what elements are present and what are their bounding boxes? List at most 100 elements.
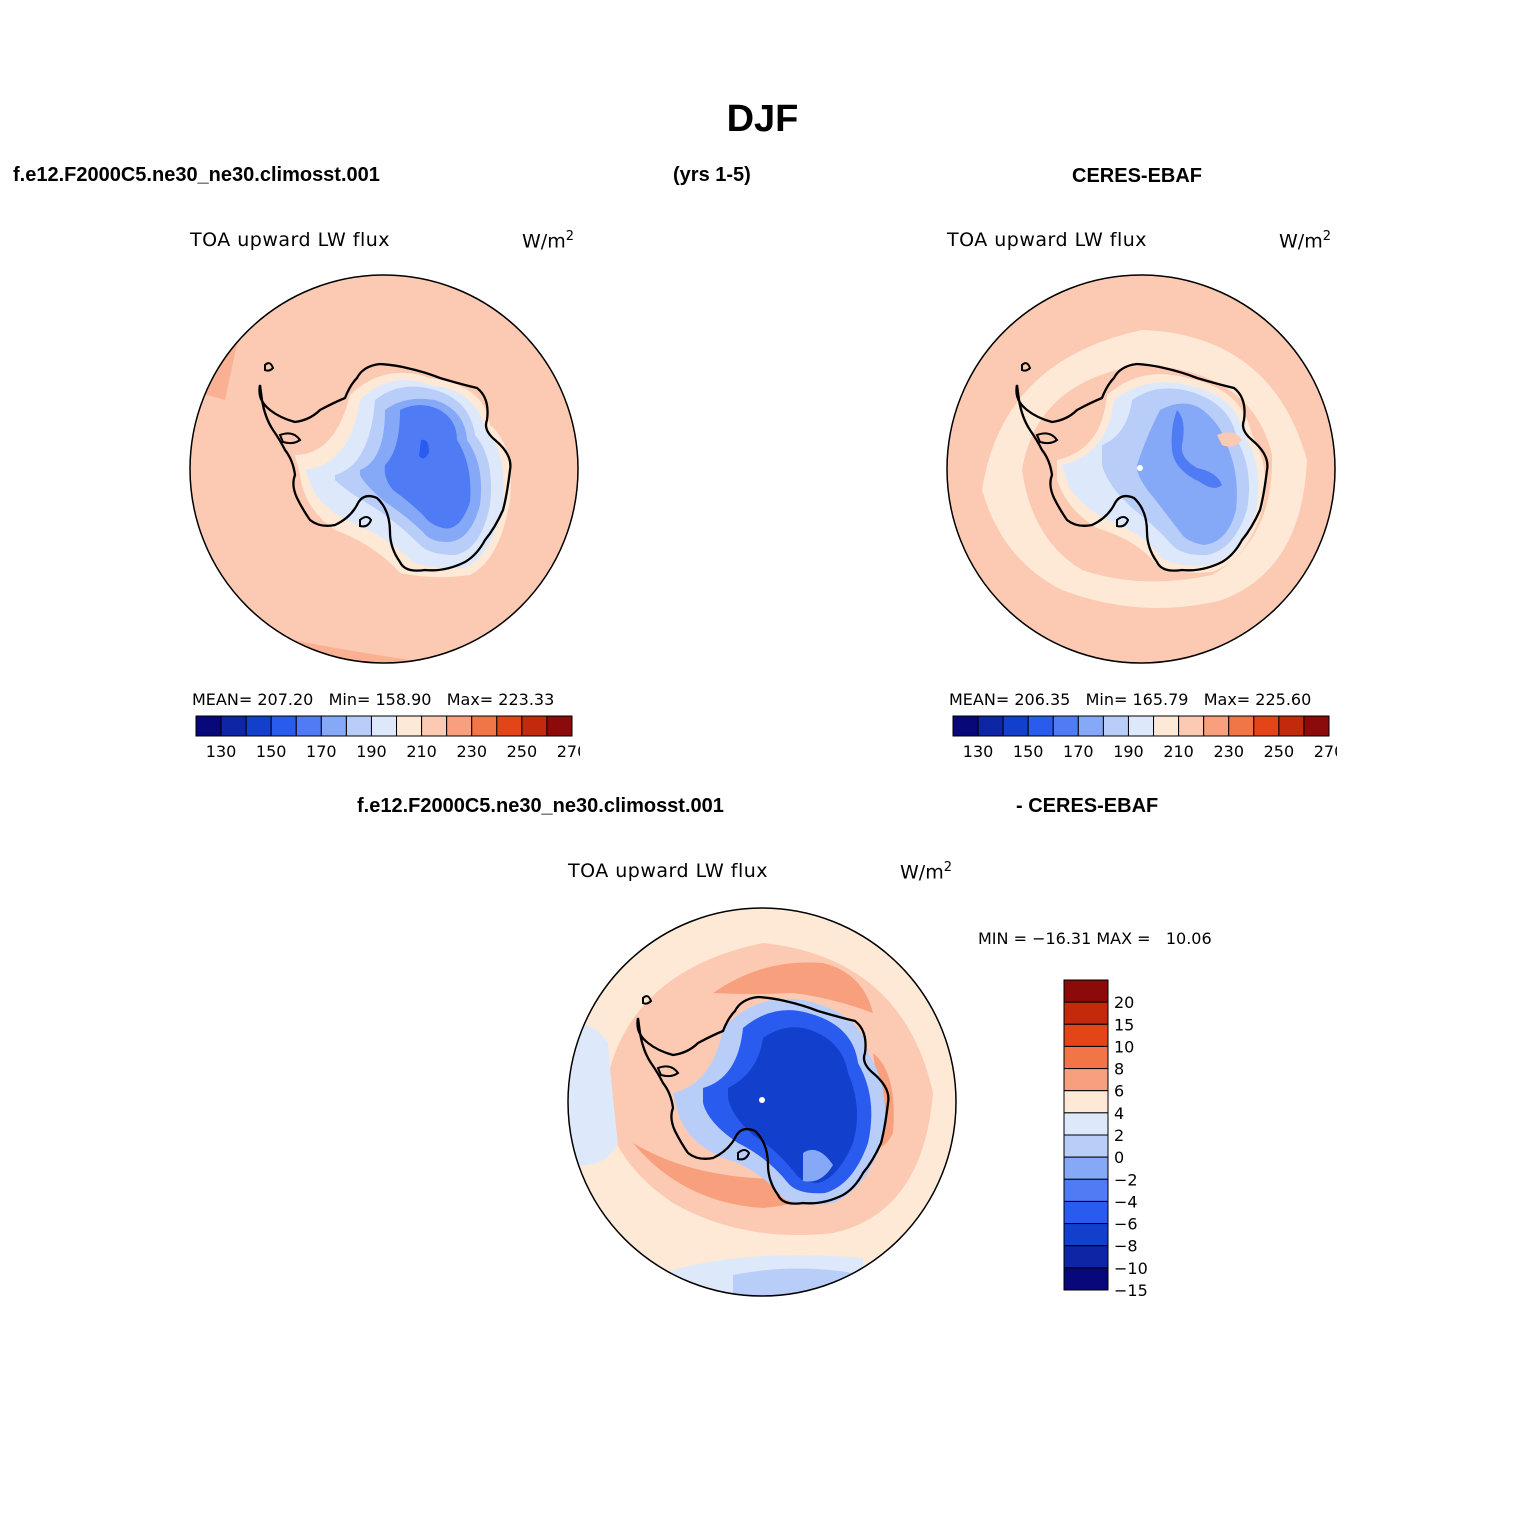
- model-variable-label: TOA upward LW flux: [190, 229, 391, 251]
- colorbar-swatch: [1063, 1023, 1109, 1047]
- colorbar-swatch: [1178, 715, 1205, 737]
- colorbar-tick-label: 230: [1213, 742, 1244, 761]
- colorbar-swatch: [1052, 715, 1079, 737]
- colorbar-swatch: [1063, 1156, 1109, 1180]
- obs-units-exponent: 2: [1322, 229, 1331, 244]
- colorbar-swatch: [1063, 1245, 1109, 1269]
- colorbar-swatch: [1027, 715, 1054, 737]
- top-right-case-label: CERES-EBAF: [1072, 165, 1203, 187]
- colorbar-tick-label: 8: [1114, 1060, 1124, 1079]
- antarctica-coastline: [1015, 362, 1269, 572]
- obs-units: W/m: [1279, 230, 1323, 253]
- peninsula-islands: [642, 995, 751, 1161]
- obs-min-label: Min=: [1085, 690, 1128, 709]
- top-years-label: (yrs 1-5): [673, 164, 751, 186]
- colorbar-swatch: [1278, 715, 1305, 737]
- top-left-case-label: f.e12.F2000C5.ne30_ne30.climosst.001: [13, 164, 380, 186]
- colorbar-tick-label: 270: [557, 742, 580, 761]
- colorbar-swatch: [1228, 715, 1255, 737]
- obs-colorbar: 130 150 170 190 210 230 250 270: [952, 715, 1337, 761]
- colorbar-tick-label: 4: [1114, 1104, 1124, 1123]
- colorbar-tick-label: 170: [1063, 742, 1094, 761]
- colorbar-swatch: [220, 715, 247, 737]
- colorbar-tick-label: 150: [256, 742, 287, 761]
- colorbar-swatch: [1303, 715, 1330, 737]
- model-units: W/m: [522, 230, 566, 253]
- colorbar-swatch: [471, 715, 498, 737]
- obs-max-value: 225.60: [1255, 690, 1312, 709]
- colorbar-tick-label: 170: [306, 742, 337, 761]
- colorbar-tick-label: −2: [1114, 1170, 1138, 1189]
- obs-max-label: Max=: [1203, 690, 1251, 709]
- pole-marker: [1137, 465, 1143, 471]
- ice-anomaly-core: [728, 1027, 857, 1183]
- colorbar-tick-label: 250: [507, 742, 538, 761]
- colorbar-swatch: [1063, 1045, 1109, 1070]
- colorbar-swatch: [1063, 1223, 1109, 1247]
- antarctica-coastline: [258, 362, 512, 572]
- model-mean-value: 207.20: [257, 690, 314, 709]
- model-stats: MEAN= 207.20 Min= 158.90 Max= 223.33: [192, 690, 554, 709]
- model-min-label: Min=: [328, 690, 371, 709]
- obs-mean-value: 206.35: [1014, 690, 1071, 709]
- colorbar-swatch: [546, 715, 573, 737]
- colorbar-tick-label: 10: [1114, 1037, 1134, 1056]
- model-units-label: W/m2: [522, 229, 574, 252]
- colorbar-swatch: [245, 715, 272, 737]
- colorbar-swatch: [1127, 715, 1155, 737]
- diff-units: W/m: [900, 861, 944, 884]
- colorbar-swatch: [1063, 1178, 1109, 1202]
- colorbar-swatch: [952, 715, 979, 737]
- map-boundary: [946, 274, 1336, 664]
- model-mean-label: MEAN=: [192, 690, 253, 709]
- colorbar-swatch: [1153, 715, 1180, 737]
- colorbar-tick-label: −10: [1114, 1259, 1148, 1278]
- colorbar-swatch: [1063, 1068, 1109, 1092]
- model-units-exponent: 2: [565, 229, 574, 244]
- colorbar-swatch: [1102, 715, 1129, 737]
- colorbar-tick-label: 190: [356, 742, 387, 761]
- map-boundary: [567, 907, 957, 1297]
- diff-map: [567, 907, 957, 1297]
- west-cold-anomaly: [568, 1025, 618, 1166]
- obs-mean-label: MEAN=: [949, 690, 1010, 709]
- colorbar-tick-label: −8: [1114, 1237, 1138, 1256]
- colorbar-swatch: [1253, 715, 1280, 737]
- diff-units-label: W/m2: [900, 860, 952, 883]
- model-map: [189, 274, 579, 664]
- colorbar-swatch: [1077, 715, 1104, 737]
- colorbar-swatch: [1063, 1134, 1109, 1158]
- obs-stats: MEAN= 206.35 Min= 165.79 Max= 225.60: [949, 690, 1311, 709]
- pole-marker: [759, 1097, 765, 1103]
- colorbar-swatch: [446, 715, 473, 737]
- colorbar-swatch: [195, 715, 222, 737]
- ice-anomaly-streak: [803, 1149, 833, 1182]
- obs-variable-label: TOA upward LW flux: [947, 229, 1148, 251]
- obs-min-value: 165.79: [1132, 690, 1189, 709]
- colorbar-tick-label: 190: [1113, 742, 1144, 761]
- colorbar-tick-label: 270: [1314, 742, 1337, 761]
- diff-units-exponent: 2: [943, 860, 952, 875]
- colorbar-swatch: [1063, 1267, 1109, 1291]
- colorbar-tick-label: 130: [963, 742, 994, 761]
- colorbar-tick-label: 2: [1114, 1126, 1124, 1145]
- colorbar-tick-label: −6: [1114, 1215, 1138, 1234]
- ice-sheet-peak: [419, 439, 429, 459]
- antarctica-coastline: [636, 995, 890, 1205]
- strong-warm-patch-north: [713, 962, 873, 1013]
- colorbar-swatch: [421, 715, 448, 737]
- colorbar-tick-label: 6: [1114, 1082, 1124, 1101]
- colorbar-tick-label: 210: [1163, 742, 1194, 761]
- colorbar-swatch: [345, 715, 372, 737]
- ice-ridge: [1171, 410, 1222, 488]
- colorbar-tick-label: −4: [1114, 1192, 1138, 1211]
- model-min-value: 158.90: [375, 690, 432, 709]
- colorbar-swatch: [1063, 1200, 1109, 1225]
- colorbar-swatch: [370, 715, 398, 737]
- diff-minmax: MIN = −16.31 MAX = 10.06: [978, 929, 1212, 948]
- colorbar-swatch: [1203, 715, 1230, 737]
- colorbar-swatch: [521, 715, 548, 737]
- colorbar-swatch: [1063, 1112, 1109, 1136]
- colorbar-swatch: [270, 715, 297, 737]
